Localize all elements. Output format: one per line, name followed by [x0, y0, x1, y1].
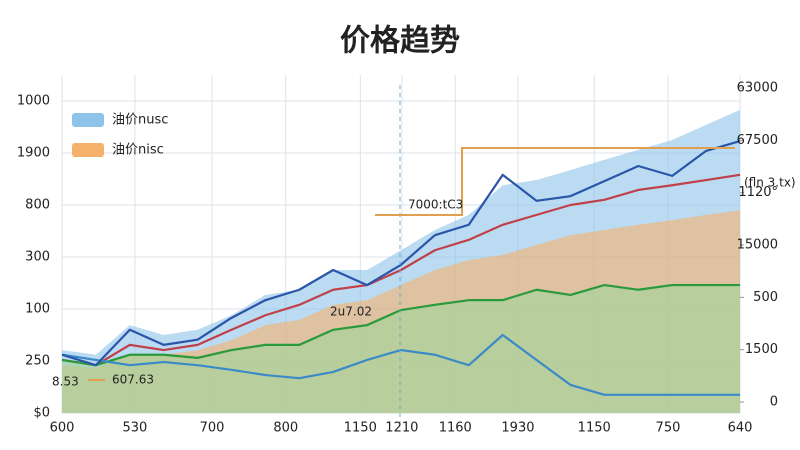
- y-tick-label: 250: [25, 354, 50, 369]
- y-tick-label: 1900: [17, 146, 50, 161]
- line: [61, 173, 741, 367]
- y2-tick-label: 500: [753, 290, 778, 305]
- y2-tick-label: 67500: [737, 133, 778, 148]
- annotation: 7000:tC3: [408, 198, 463, 212]
- legend-label: 油价nusc: [112, 113, 168, 128]
- chart-title: 价格趋势: [340, 24, 460, 59]
- plot: [61, 109, 741, 413]
- line: [61, 139, 741, 367]
- y2-tick-label: 1500: [745, 342, 778, 357]
- y-tick-label: 1000: [17, 94, 50, 109]
- x-tick-label: 640: [728, 421, 753, 436]
- line: [61, 283, 740, 367]
- callout-line: [375, 147, 735, 216]
- y2-tick-label: 1120°: [738, 185, 778, 200]
- y2-tick-label: 63000: [737, 81, 778, 96]
- x-tick-label: 600: [50, 421, 75, 436]
- x-tick-label: 1210: [385, 421, 418, 436]
- legend-label: 油价nisc: [112, 143, 164, 158]
- y2-tick-label: 15000: [737, 238, 778, 253]
- y2-tick-label: 0: [770, 395, 778, 410]
- legend-swatch: [72, 113, 104, 127]
- annotation: (fln 3.tx): [744, 176, 796, 190]
- y-tick-label: $0: [33, 406, 50, 421]
- x-tick-label: 1160: [439, 421, 472, 436]
- annotation: 607.63: [112, 373, 154, 387]
- x-tick-label: 1150: [344, 421, 377, 436]
- y-tick-label: 300: [25, 250, 50, 265]
- legend-swatch: [72, 143, 104, 157]
- x-tick-label: 700: [200, 421, 225, 436]
- x-tick-label: 1930: [501, 421, 534, 436]
- annotation: 2u7.02: [330, 305, 372, 319]
- x-tick-label: 530: [122, 421, 147, 436]
- x-tick-label: 750: [656, 421, 681, 436]
- x-tick-label: 1150: [578, 421, 611, 436]
- line: [61, 333, 740, 396]
- y-tick-label: 100: [25, 302, 50, 317]
- x-tick-label: 800: [273, 421, 298, 436]
- annotation: 8.53: [52, 375, 79, 389]
- y-tick-label: 800: [25, 198, 50, 213]
